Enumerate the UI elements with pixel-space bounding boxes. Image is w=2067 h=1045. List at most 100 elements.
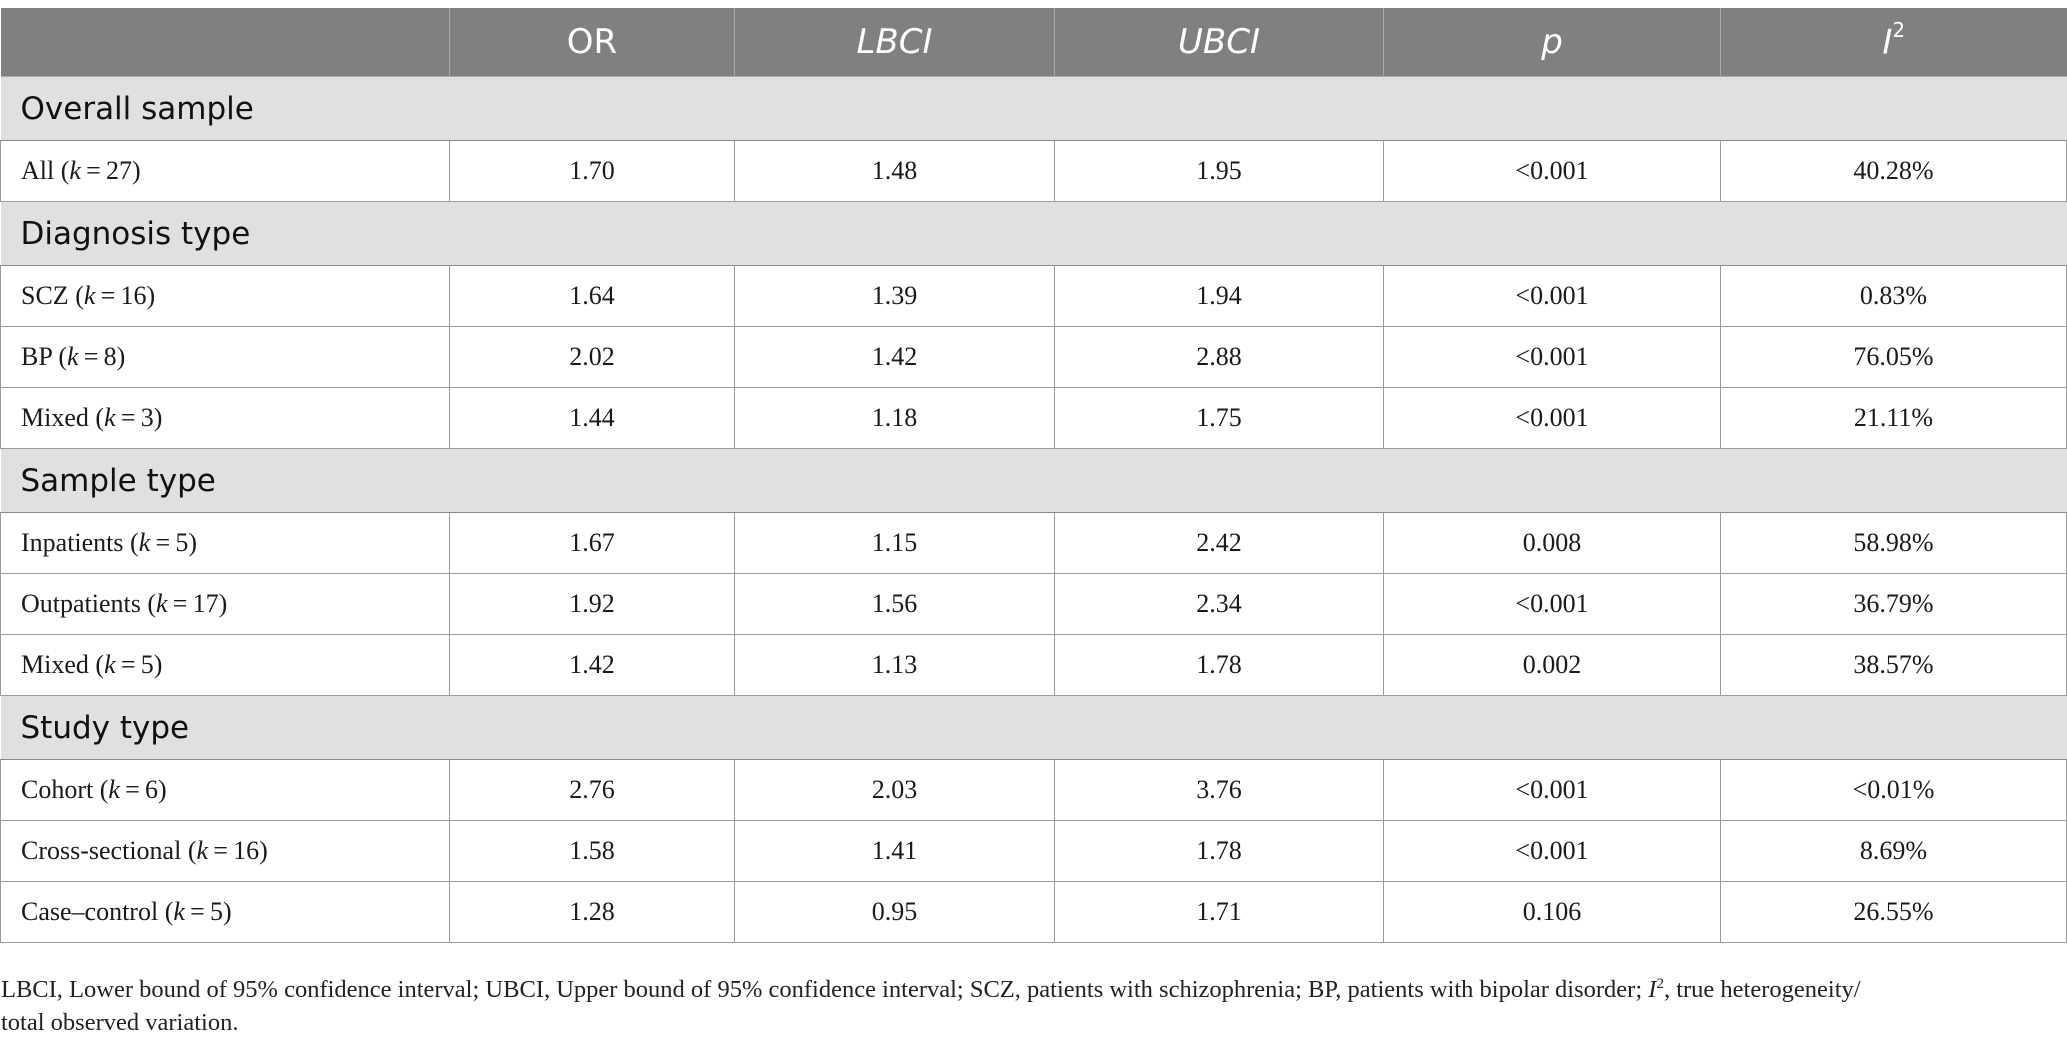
table-row: Inpatients (k = 5) 1.67 1.15 2.42 0.008 58.98… <box>0 512 2067 574</box>
row-label: Mixed <box>21 650 89 679</box>
cell-p: 0.106 <box>1383 881 1721 943</box>
k-value: 27 <box>106 156 133 185</box>
k-symbol: k <box>138 528 151 557</box>
footnote-i-sup: 2 <box>1656 976 1664 992</box>
cell-lbci: 2.03 <box>734 759 1055 821</box>
cell-or: 2.76 <box>449 759 735 821</box>
cell-ubci: 2.42 <box>1054 512 1384 574</box>
section-row: Study type <box>0 695 2067 760</box>
cell-i2: 8.69% <box>1720 820 2067 882</box>
k-value: 6 <box>145 775 159 804</box>
cell-ubci: 1.78 <box>1054 820 1384 882</box>
cell-p: <0.001 <box>1383 140 1721 202</box>
header-i2: I2 <box>1720 8 2067 77</box>
header-ubci: UBCI <box>1054 8 1384 77</box>
section-title: Diagnosis type <box>0 201 2067 266</box>
cell-p: <0.001 <box>1383 265 1721 327</box>
k-value: 3 <box>140 403 154 432</box>
table-row: Mixed (k = 3) 1.44 1.18 1.75 <0.001 21.11% <box>0 387 2067 449</box>
table-row: Cohort (k = 6) 2.76 2.03 3.76 <0.001 <0.01% <box>0 759 2067 821</box>
cell-i2: 26.55% <box>1720 881 2067 943</box>
cell-p: <0.001 <box>1383 759 1721 821</box>
cell-ubci: 1.94 <box>1054 265 1384 327</box>
k-symbol: k <box>104 403 116 432</box>
row-label-cell: All (k = 27) <box>0 140 450 202</box>
row-label-cell: Inpatients (k = 5) <box>0 512 450 574</box>
row-label: Case–control <box>21 897 159 926</box>
cell-i2: 58.98% <box>1720 512 2067 574</box>
k-symbol: k <box>69 156 81 185</box>
section-row: Overall sample <box>0 76 2067 141</box>
header-i2-sup: 2 <box>1892 17 1906 42</box>
row-label: Cross-sectional <box>21 836 182 865</box>
cell-i2: 76.05% <box>1720 326 2067 388</box>
row-label-cell: Mixed (k = 5) <box>0 634 450 696</box>
cell-p: 0.008 <box>1383 512 1721 574</box>
table-header: OR LBCI UBCI p I2 <box>0 8 2067 77</box>
cell-ubci: 2.88 <box>1054 326 1384 388</box>
cell-lbci: 1.56 <box>734 573 1055 635</box>
k-value: 5 <box>175 528 189 557</box>
cell-i2: 38.57% <box>1720 634 2067 696</box>
cell-p: 0.002 <box>1383 634 1721 696</box>
section-title: Study type <box>0 695 2067 760</box>
header-i2-base: I <box>1882 22 1893 63</box>
row-label-cell: Case–control (k = 5) <box>0 881 450 943</box>
row-label: Outpatients <box>21 589 141 618</box>
cell-ubci: 1.78 <box>1054 634 1384 696</box>
table-row: SCZ (k = 16) 1.64 1.39 1.94 <0.001 0.83% <box>0 265 2067 327</box>
cell-lbci: 1.18 <box>734 387 1055 449</box>
table-row: Mixed (k = 5) 1.42 1.13 1.78 0.002 38.57% <box>0 634 2067 696</box>
results-table: OR LBCI UBCI p I2 Overall sample All (k =… <box>0 8 2067 943</box>
cell-or: 1.42 <box>449 634 735 696</box>
cell-p: <0.001 <box>1383 573 1721 635</box>
cell-i2: 0.83% <box>1720 265 2067 327</box>
results-table-container: OR LBCI UBCI p I2 Overall sample All (k =… <box>0 8 2067 1036</box>
cell-ubci: 3.76 <box>1054 759 1384 821</box>
row-label-cell: Mixed (k = 3) <box>0 387 450 449</box>
cell-lbci: 1.42 <box>734 326 1055 388</box>
row-label-cell: Cross-sectional (k = 16) <box>0 820 450 882</box>
row-label: SCZ <box>21 281 69 310</box>
cell-or: 1.44 <box>449 387 735 449</box>
cell-or: 1.67 <box>449 512 735 574</box>
footnote-part2: , true heterogeneity/ <box>1663 976 1861 1004</box>
cell-or: 1.70 <box>449 140 735 202</box>
k-symbol: k <box>83 281 96 310</box>
k-symbol: k <box>156 589 168 618</box>
header-lbci: LBCI <box>734 8 1055 77</box>
k-value: 5 <box>209 897 223 926</box>
k-symbol: k <box>104 650 116 679</box>
cell-lbci: 1.15 <box>734 512 1055 574</box>
k-value: 16 <box>120 281 147 310</box>
section-row: Diagnosis type <box>0 201 2067 266</box>
cell-p: <0.001 <box>1383 387 1721 449</box>
cell-i2: <0.01% <box>1720 759 2067 821</box>
table-row: BP (k = 8) 2.02 1.42 2.88 <0.001 76.05% <box>0 326 2067 388</box>
header-or: OR <box>449 8 735 77</box>
footnote-line2: total observed variation. <box>1 1009 239 1037</box>
row-label-cell: Outpatients (k = 17) <box>0 573 450 635</box>
cell-ubci: 2.34 <box>1054 573 1384 635</box>
cell-or: 1.64 <box>449 265 735 327</box>
k-symbol: k <box>173 897 185 926</box>
cell-i2: 40.28% <box>1720 140 2067 202</box>
cell-or: 2.02 <box>449 326 735 388</box>
row-label-cell: Cohort (k = 6) <box>0 759 450 821</box>
table-row: Cross-sectional (k = 16) 1.58 1.41 1.78 <0.0… <box>0 820 2067 882</box>
cell-lbci: 1.48 <box>734 140 1055 202</box>
cell-lbci: 1.41 <box>734 820 1055 882</box>
cell-lbci: 1.39 <box>734 265 1055 327</box>
cell-or: 1.28 <box>449 881 735 943</box>
row-label: Cohort <box>21 775 94 804</box>
table-row: Outpatients (k = 17) 1.92 1.56 2.34 <0.001 36… <box>0 573 2067 635</box>
row-label: All <box>21 156 55 185</box>
cell-p: <0.001 <box>1383 326 1721 388</box>
k-value: 8 <box>103 342 117 371</box>
footnote-part1: LBCI, Lower bound of 95% confidence inte… <box>1 976 1649 1004</box>
section-title: Overall sample <box>0 76 2067 141</box>
k-value: 16 <box>233 836 260 865</box>
k-symbol: k <box>108 775 120 804</box>
footnote-i-base: I <box>1648 976 1657 1004</box>
k-value: 17 <box>192 589 219 618</box>
